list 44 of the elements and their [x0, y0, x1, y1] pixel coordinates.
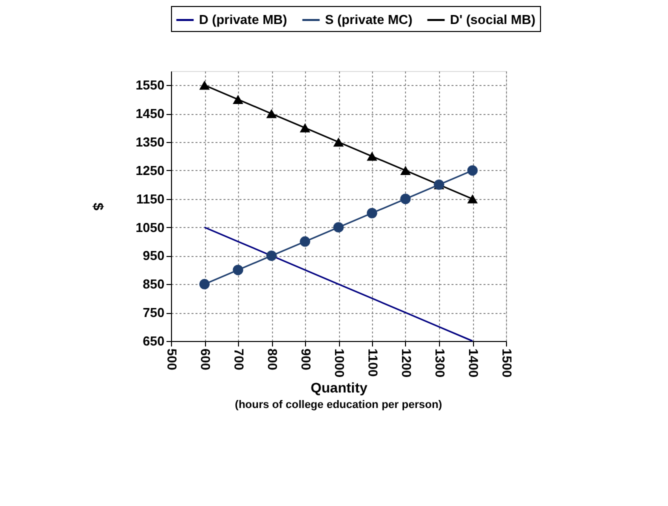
y-tick-label: 750 [142, 305, 164, 320]
legend-label: D' (social MB) [450, 12, 536, 27]
point [333, 222, 344, 233]
legend-label: D (private MB) [199, 12, 288, 27]
x-tick-label: 800 [265, 348, 280, 370]
point [300, 123, 310, 132]
y-tick-label: 850 [142, 276, 164, 292]
y-tick-label: 1550 [136, 78, 164, 93]
point [266, 250, 277, 261]
point [333, 138, 344, 147]
x-tick-label: 1200 [399, 348, 414, 378]
point [232, 264, 244, 276]
point [199, 80, 210, 90]
y-tick-label: 1150 [136, 191, 164, 206]
point [467, 165, 478, 176]
point [266, 109, 277, 118]
x-tick-label: 1100 [366, 348, 380, 377]
point [199, 278, 210, 290]
legend-label: S (private MC) [325, 12, 412, 27]
point [400, 166, 411, 176]
line-series [204, 226, 474, 342]
y-tick-label: 650 [142, 334, 164, 348]
y-tick-label: 1050 [136, 220, 164, 235]
y-tick-label: 1250 [136, 162, 164, 178]
point [232, 94, 244, 104]
point [366, 152, 378, 161]
x-tick-label: 1000 [332, 348, 347, 378]
y-axis-title: $ [90, 202, 107, 211]
x-tick-label: 1400 [466, 348, 481, 378]
x-tick-label: 700 [232, 348, 246, 370]
x-tick-label: 900 [298, 348, 314, 370]
point [366, 208, 378, 218]
text: (hours of college education per person) [234, 398, 442, 411]
x-tick-label: 600 [198, 348, 213, 370]
y-tick-label: 950 [142, 248, 164, 264]
x-tick-label: 1300 [432, 348, 448, 378]
y-tick-label: 1450 [136, 106, 164, 122]
point [300, 236, 310, 247]
y-tick-label: 1350 [136, 134, 164, 150]
x-tick-label: 1500 [500, 348, 514, 378]
point [400, 194, 411, 204]
x-tick-label: 500 [164, 348, 180, 370]
x-axis-title: Quantity [310, 379, 368, 396]
point [467, 194, 478, 204]
